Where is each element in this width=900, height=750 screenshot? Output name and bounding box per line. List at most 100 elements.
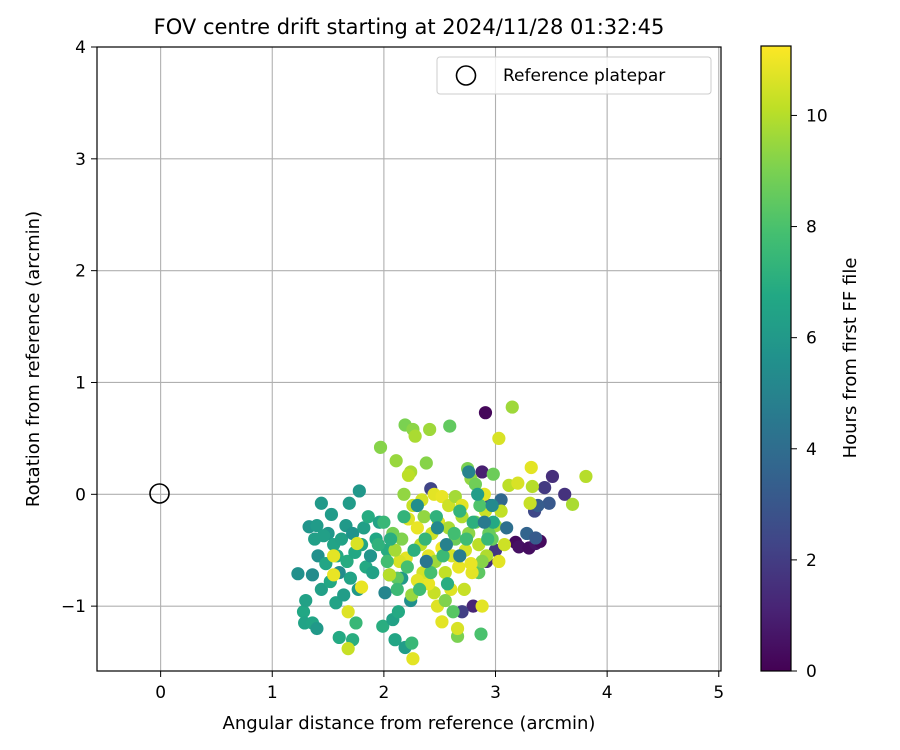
- data-point: [474, 627, 488, 641]
- x-tick-label: 0: [155, 683, 166, 703]
- x-tick-label: 5: [713, 683, 724, 703]
- data-point: [310, 621, 324, 636]
- data-point: [388, 543, 402, 557]
- y-axis-label: Rotation from reference (arcmin): [23, 211, 44, 507]
- data-point: [475, 554, 489, 569]
- data-point: [462, 465, 476, 479]
- data-point: [443, 419, 457, 433]
- data-point: [529, 531, 543, 545]
- y-tick-label: 2: [75, 262, 86, 282]
- data-point: [438, 593, 452, 608]
- data-point: [299, 593, 313, 608]
- legend: Reference platepar: [436, 56, 712, 95]
- data-point: [538, 481, 552, 495]
- data-point: [400, 560, 414, 574]
- data-point: [327, 549, 341, 563]
- data-point: [435, 615, 449, 629]
- data-points: [291, 400, 593, 666]
- y-tick-label: 3: [75, 150, 86, 170]
- data-point: [485, 498, 499, 513]
- data-point: [565, 497, 580, 511]
- data-point: [423, 422, 437, 437]
- x-axis-label: Angular distance from reference (arcmin): [223, 713, 596, 734]
- colorbar-frame: [760, 45, 792, 672]
- data-point: [523, 496, 537, 510]
- data-point: [471, 487, 485, 501]
- data-point: [314, 496, 328, 510]
- data-point: [337, 588, 351, 602]
- data-point: [310, 519, 324, 533]
- data-point: [361, 510, 375, 524]
- y-tick-label: 0: [75, 485, 86, 505]
- data-point: [466, 515, 480, 529]
- data-point: [296, 605, 311, 619]
- x-tick-label: 1: [267, 683, 278, 703]
- y-tick-label: 1: [75, 373, 86, 393]
- data-point: [500, 521, 514, 535]
- data-point: [558, 487, 572, 501]
- data-point: [383, 532, 398, 546]
- chart-title: FOV centre drift starting at 2024/11/28 …: [154, 15, 665, 39]
- data-point: [332, 630, 346, 645]
- data-point: [377, 515, 391, 529]
- data-point: [492, 431, 506, 445]
- data-point: [492, 554, 506, 569]
- data-point: [459, 532, 474, 546]
- data-point: [446, 605, 460, 619]
- data-point: [405, 636, 419, 650]
- data-point: [410, 521, 424, 535]
- data-point: [419, 554, 433, 569]
- data-point: [418, 532, 432, 546]
- data-point: [410, 498, 424, 513]
- data-point: [478, 406, 493, 420]
- data-point: [429, 510, 443, 524]
- colorbar-tick-label: 8: [806, 218, 817, 238]
- data-point: [397, 487, 411, 501]
- data-point: [511, 476, 525, 490]
- data-point: [401, 468, 416, 482]
- grid-lines-x: [160, 47, 720, 671]
- data-point: [382, 568, 397, 582]
- y-tick-label: 4: [75, 38, 86, 58]
- colorbar-tick-label: 0: [806, 662, 817, 682]
- colorbar-tick-label: 2: [806, 551, 817, 571]
- data-point: [343, 571, 357, 585]
- data-point: [457, 582, 471, 596]
- data-point: [450, 621, 465, 636]
- plot-frame: [96, 46, 722, 672]
- data-point: [305, 568, 320, 582]
- data-point: [406, 652, 420, 666]
- data-point: [314, 582, 328, 596]
- data-point: [366, 565, 380, 580]
- legend-box: [436, 56, 712, 95]
- data-point: [324, 507, 339, 522]
- data-point: [327, 568, 341, 582]
- data-point: [417, 510, 431, 524]
- data-point: [291, 567, 305, 581]
- colorbar-tick-label: 10: [806, 106, 828, 126]
- data-point: [464, 557, 478, 571]
- colorbar-tick-label: 6: [806, 329, 817, 349]
- data-point: [447, 526, 461, 541]
- data-point: [439, 538, 453, 552]
- y-axis-ticks: −1 0 1 2 3 4: [61, 38, 97, 617]
- data-point: [453, 549, 467, 563]
- data-point: [346, 526, 360, 541]
- data-point: [505, 400, 519, 414]
- x-tick-label: 3: [490, 683, 501, 703]
- data-point: [486, 467, 500, 481]
- data-point: [452, 560, 466, 574]
- data-point: [419, 456, 433, 470]
- data-point: [350, 536, 364, 551]
- legend-marker-icon: [455, 65, 477, 86]
- data-point: [390, 582, 404, 596]
- data-point: [388, 633, 402, 647]
- grid: [97, 46, 721, 671]
- data-point: [408, 429, 422, 443]
- data-point: [468, 477, 483, 491]
- data-point: [380, 554, 394, 569]
- x-tick-label: 2: [378, 683, 389, 703]
- colorbar-gradient: [761, 46, 791, 671]
- data-point: [391, 605, 405, 619]
